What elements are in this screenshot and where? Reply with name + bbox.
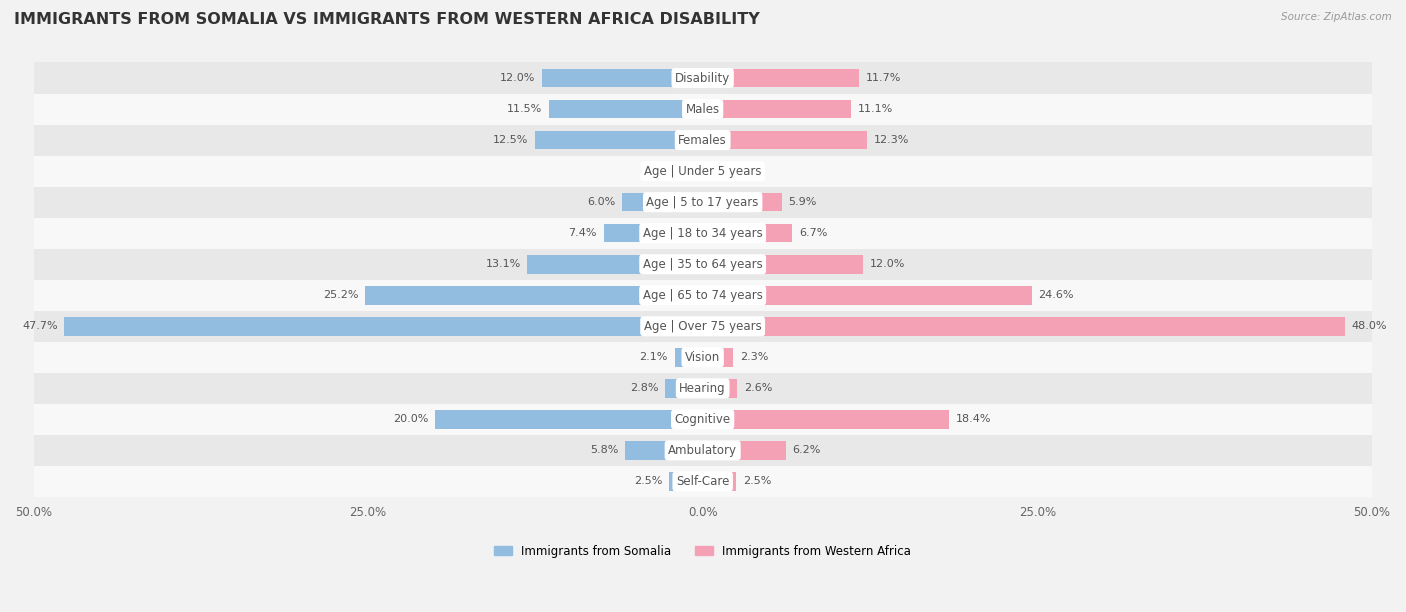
- Bar: [623, 193, 703, 212]
- Bar: [527, 255, 703, 274]
- Text: Hearing: Hearing: [679, 382, 725, 395]
- Bar: [34, 248, 1372, 280]
- Text: 11.5%: 11.5%: [506, 104, 543, 114]
- Text: Males: Males: [686, 103, 720, 116]
- Text: 2.1%: 2.1%: [640, 353, 668, 362]
- Bar: [34, 435, 1372, 466]
- Text: 24.6%: 24.6%: [1039, 290, 1074, 300]
- Text: 12.0%: 12.0%: [870, 259, 905, 269]
- Text: 11.1%: 11.1%: [858, 104, 893, 114]
- Text: 2.3%: 2.3%: [740, 353, 769, 362]
- Bar: [34, 280, 1372, 311]
- Text: 11.7%: 11.7%: [866, 73, 901, 83]
- Text: 18.4%: 18.4%: [956, 414, 991, 424]
- Text: Age | 5 to 17 years: Age | 5 to 17 years: [647, 196, 759, 209]
- Text: Age | 35 to 64 years: Age | 35 to 64 years: [643, 258, 762, 271]
- Bar: [34, 373, 1372, 404]
- Bar: [34, 311, 1372, 341]
- Bar: [34, 218, 1372, 248]
- Text: 12.5%: 12.5%: [494, 135, 529, 145]
- Bar: [703, 100, 851, 118]
- Text: 2.8%: 2.8%: [630, 383, 658, 394]
- Bar: [703, 131, 868, 149]
- Text: 47.7%: 47.7%: [22, 321, 58, 331]
- Bar: [675, 348, 703, 367]
- Text: 6.2%: 6.2%: [793, 446, 821, 455]
- Bar: [703, 472, 737, 491]
- Bar: [703, 69, 859, 88]
- Text: Vision: Vision: [685, 351, 720, 364]
- Text: Source: ZipAtlas.com: Source: ZipAtlas.com: [1281, 12, 1392, 22]
- Bar: [34, 94, 1372, 125]
- Bar: [34, 125, 1372, 155]
- Bar: [703, 193, 782, 212]
- Bar: [34, 62, 1372, 94]
- Text: 6.7%: 6.7%: [799, 228, 827, 238]
- Text: 12.0%: 12.0%: [501, 73, 536, 83]
- Bar: [603, 224, 703, 242]
- Bar: [703, 441, 786, 460]
- Legend: Immigrants from Somalia, Immigrants from Western Africa: Immigrants from Somalia, Immigrants from…: [489, 540, 915, 562]
- Bar: [34, 155, 1372, 187]
- Bar: [665, 379, 703, 398]
- Bar: [703, 162, 718, 181]
- Text: Ambulatory: Ambulatory: [668, 444, 737, 457]
- Bar: [703, 317, 1346, 335]
- Text: 5.9%: 5.9%: [789, 197, 817, 207]
- Text: 2.6%: 2.6%: [744, 383, 772, 394]
- Text: Age | 18 to 34 years: Age | 18 to 34 years: [643, 226, 762, 240]
- Bar: [34, 341, 1372, 373]
- Text: Females: Females: [678, 133, 727, 147]
- Bar: [703, 286, 1032, 305]
- Bar: [626, 441, 703, 460]
- Bar: [703, 224, 793, 242]
- Text: IMMIGRANTS FROM SOMALIA VS IMMIGRANTS FROM WESTERN AFRICA DISABILITY: IMMIGRANTS FROM SOMALIA VS IMMIGRANTS FR…: [14, 12, 759, 28]
- Text: 1.3%: 1.3%: [651, 166, 679, 176]
- Bar: [703, 255, 863, 274]
- Text: Age | 65 to 74 years: Age | 65 to 74 years: [643, 289, 762, 302]
- Bar: [669, 472, 703, 491]
- Bar: [34, 466, 1372, 497]
- Text: Age | Over 75 years: Age | Over 75 years: [644, 320, 762, 333]
- Text: 13.1%: 13.1%: [485, 259, 520, 269]
- Text: 2.5%: 2.5%: [634, 477, 662, 487]
- Text: Age | Under 5 years: Age | Under 5 years: [644, 165, 762, 177]
- Text: Self-Care: Self-Care: [676, 475, 730, 488]
- Bar: [703, 348, 734, 367]
- Text: 12.3%: 12.3%: [875, 135, 910, 145]
- Bar: [703, 410, 949, 428]
- Bar: [34, 404, 1372, 435]
- Bar: [703, 379, 738, 398]
- Bar: [543, 69, 703, 88]
- Bar: [685, 162, 703, 181]
- Bar: [434, 410, 703, 428]
- Text: 48.0%: 48.0%: [1351, 321, 1388, 331]
- Text: 5.8%: 5.8%: [591, 446, 619, 455]
- Bar: [548, 100, 703, 118]
- Text: 2.5%: 2.5%: [742, 477, 772, 487]
- Text: 25.2%: 25.2%: [323, 290, 359, 300]
- Text: 1.2%: 1.2%: [725, 166, 754, 176]
- Text: 7.4%: 7.4%: [568, 228, 598, 238]
- Text: 20.0%: 20.0%: [392, 414, 429, 424]
- Bar: [366, 286, 703, 305]
- Text: 6.0%: 6.0%: [588, 197, 616, 207]
- Bar: [536, 131, 703, 149]
- Text: Cognitive: Cognitive: [675, 413, 731, 426]
- Text: Disability: Disability: [675, 72, 730, 84]
- Bar: [65, 317, 703, 335]
- Bar: [34, 187, 1372, 218]
